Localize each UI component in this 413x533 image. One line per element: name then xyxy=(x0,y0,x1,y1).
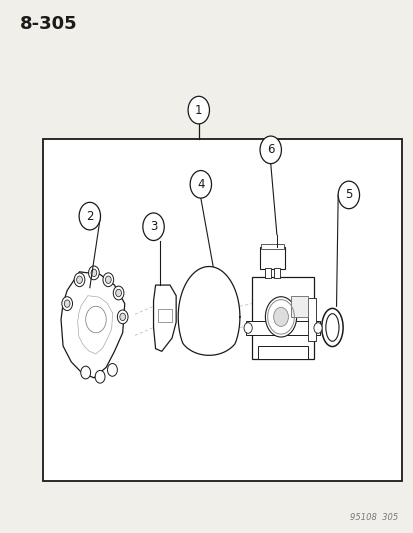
Bar xyxy=(245,320,319,335)
Circle shape xyxy=(117,310,128,324)
Polygon shape xyxy=(153,285,176,351)
Circle shape xyxy=(142,213,164,240)
Circle shape xyxy=(74,273,85,287)
Bar xyxy=(307,298,315,341)
Polygon shape xyxy=(178,266,239,356)
Bar xyxy=(261,244,284,249)
Bar xyxy=(43,139,401,481)
Bar xyxy=(258,346,307,359)
Circle shape xyxy=(105,276,111,284)
Ellipse shape xyxy=(325,314,338,341)
Circle shape xyxy=(107,364,117,376)
Circle shape xyxy=(62,297,72,311)
Circle shape xyxy=(113,286,123,300)
Text: 2: 2 xyxy=(86,209,93,223)
Circle shape xyxy=(265,297,296,337)
Ellipse shape xyxy=(321,309,342,346)
Circle shape xyxy=(337,181,359,209)
Circle shape xyxy=(119,313,125,320)
Bar xyxy=(260,247,285,269)
Circle shape xyxy=(243,322,252,333)
Text: 4: 4 xyxy=(197,178,204,191)
Circle shape xyxy=(76,276,82,284)
Bar xyxy=(252,277,313,359)
Circle shape xyxy=(259,136,281,164)
Bar xyxy=(157,309,172,322)
Circle shape xyxy=(64,300,70,308)
Text: 8-305: 8-305 xyxy=(20,14,77,33)
Circle shape xyxy=(313,322,321,333)
Bar xyxy=(274,268,280,278)
Circle shape xyxy=(190,171,211,198)
Circle shape xyxy=(115,289,121,297)
Text: 1: 1 xyxy=(195,103,202,117)
Text: 6: 6 xyxy=(266,143,274,156)
Circle shape xyxy=(91,269,97,277)
Circle shape xyxy=(273,308,288,326)
Polygon shape xyxy=(61,272,124,378)
Bar xyxy=(265,268,271,278)
Text: 5: 5 xyxy=(344,189,352,201)
Circle shape xyxy=(88,266,99,280)
Circle shape xyxy=(81,366,90,379)
Bar xyxy=(291,296,307,317)
Circle shape xyxy=(188,96,209,124)
Text: 3: 3 xyxy=(150,220,157,233)
Circle shape xyxy=(103,273,114,287)
Circle shape xyxy=(95,370,105,383)
Text: 95108  305: 95108 305 xyxy=(349,513,397,522)
Circle shape xyxy=(79,203,100,230)
